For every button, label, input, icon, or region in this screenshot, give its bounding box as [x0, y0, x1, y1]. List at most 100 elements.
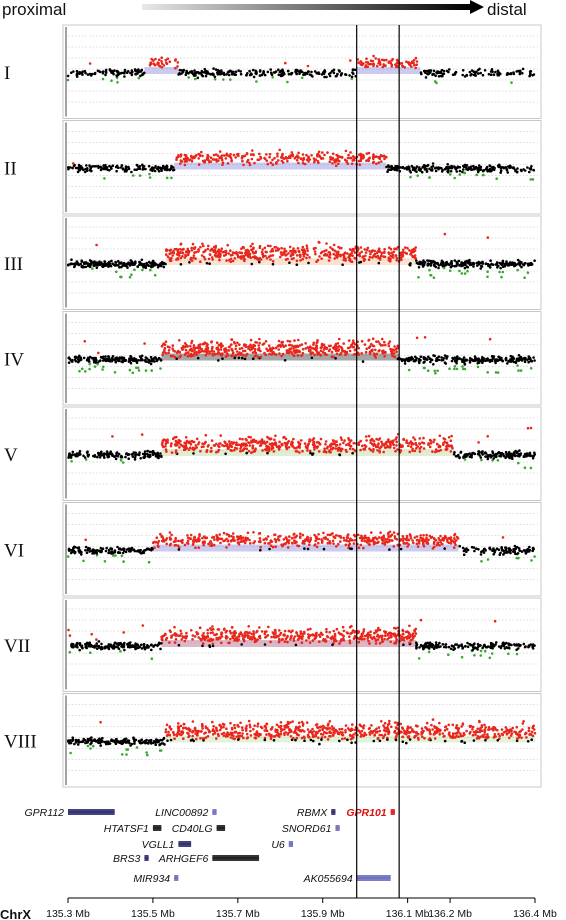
data-point — [249, 542, 252, 545]
data-point — [447, 263, 450, 266]
data-point — [288, 348, 291, 351]
data-point — [482, 74, 485, 77]
data-point — [367, 632, 370, 635]
data-point — [235, 444, 238, 447]
data-point — [87, 547, 90, 550]
data-point — [424, 168, 427, 171]
data-point — [270, 437, 273, 440]
data-point — [360, 544, 363, 547]
data-point — [463, 356, 466, 359]
data-point — [237, 541, 240, 544]
data-point — [201, 537, 204, 540]
data-point — [266, 452, 269, 455]
data-point — [396, 165, 399, 168]
panel-label: VII — [4, 636, 30, 657]
data-point — [391, 441, 394, 444]
data-point — [119, 551, 122, 554]
data-point — [533, 359, 536, 362]
data-point — [177, 258, 180, 261]
data-point — [474, 357, 477, 360]
data-point — [501, 263, 504, 266]
data-point — [312, 351, 315, 354]
data-point — [516, 357, 519, 360]
data-point — [503, 167, 506, 170]
data-point — [464, 267, 467, 270]
data-point — [269, 641, 272, 644]
data-point — [265, 538, 268, 541]
data-point — [129, 276, 132, 279]
data-point — [462, 368, 465, 371]
data-point — [287, 70, 290, 73]
data-point — [532, 356, 535, 359]
data-point — [201, 74, 204, 77]
data-point — [119, 262, 122, 265]
data-point — [332, 447, 335, 450]
data-point — [435, 166, 438, 169]
data-point — [402, 539, 405, 542]
data-point — [269, 68, 272, 71]
data-point — [179, 248, 182, 251]
data-point — [176, 351, 179, 354]
data-point — [243, 447, 246, 450]
data-point — [69, 166, 72, 169]
data-point — [126, 169, 129, 172]
data-point — [157, 542, 160, 545]
data-point — [246, 353, 249, 356]
data-point — [311, 357, 314, 360]
data-point — [417, 263, 420, 266]
data-point — [277, 538, 280, 541]
data-point — [245, 539, 248, 542]
data-point — [310, 71, 313, 74]
data-point — [351, 159, 354, 162]
data-point — [99, 71, 102, 74]
data-point — [329, 160, 332, 163]
data-point — [407, 445, 410, 448]
data-point — [129, 369, 132, 372]
data-point — [251, 149, 254, 152]
data-point — [395, 441, 398, 444]
data-point — [335, 154, 338, 157]
data-point — [176, 65, 179, 68]
data-point — [94, 454, 97, 457]
data-point — [250, 249, 253, 252]
data-point — [182, 252, 185, 255]
data-point — [191, 354, 194, 357]
data-point — [453, 265, 456, 268]
data-point — [297, 339, 300, 342]
data-point — [270, 73, 273, 76]
data-point — [340, 346, 343, 349]
data-point — [225, 355, 228, 358]
data-point — [486, 435, 489, 438]
data-point — [395, 350, 398, 353]
data-point — [415, 632, 418, 635]
data-point — [307, 347, 310, 350]
data-point — [393, 531, 396, 534]
data-point — [331, 532, 334, 535]
data-point — [121, 164, 124, 167]
data-point — [238, 251, 241, 254]
data-point — [241, 252, 244, 255]
data-point — [211, 256, 214, 259]
data-point — [409, 176, 412, 179]
data-point — [290, 73, 293, 76]
data-point — [156, 536, 159, 539]
data-point — [110, 550, 113, 553]
data-point — [443, 267, 446, 270]
data-point — [198, 72, 201, 75]
data-point — [230, 348, 233, 351]
data-point — [256, 638, 259, 641]
data-point — [262, 343, 265, 346]
data-point — [353, 353, 356, 356]
data-point — [217, 444, 220, 447]
data-point — [226, 445, 229, 448]
data-point — [378, 536, 381, 539]
data-point — [517, 462, 520, 465]
data-point — [358, 547, 361, 550]
data-point — [212, 67, 215, 70]
data-point — [177, 250, 180, 253]
data-point — [247, 436, 250, 439]
data-point — [469, 71, 472, 74]
data-point — [295, 69, 298, 72]
data-point — [211, 536, 214, 539]
data-point — [409, 169, 412, 172]
